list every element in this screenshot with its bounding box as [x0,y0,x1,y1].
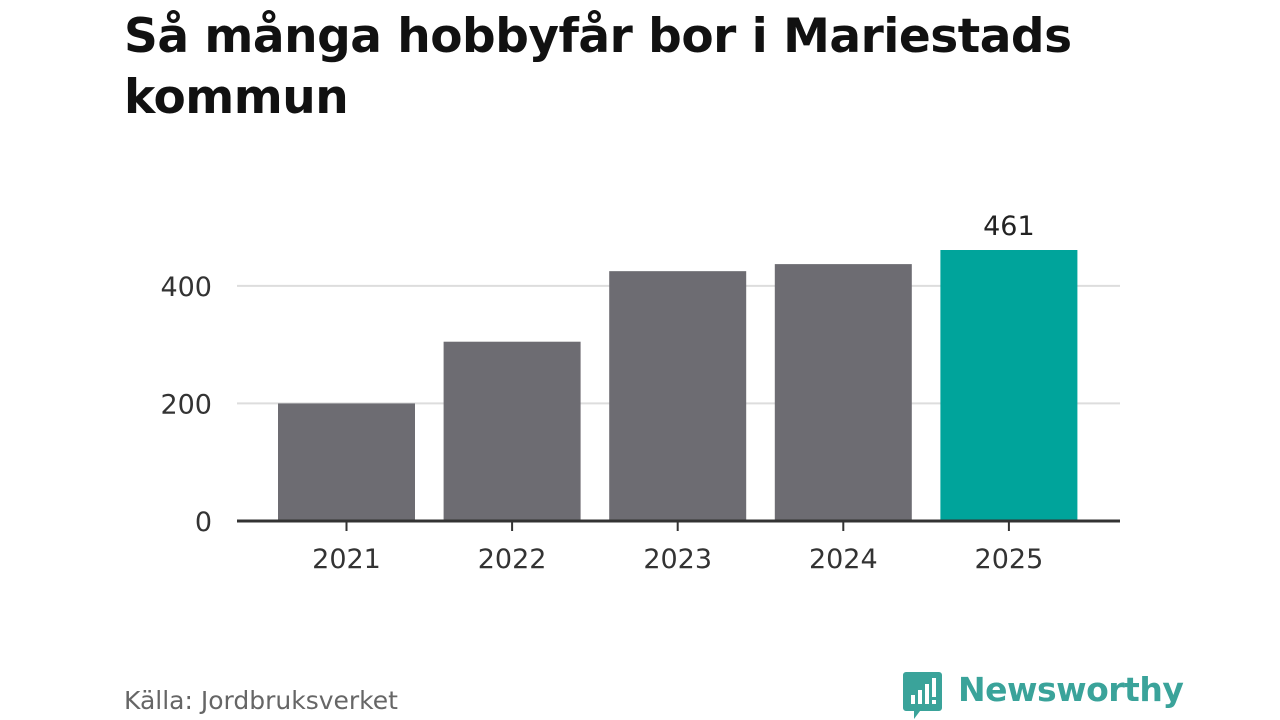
x-tick-label: 2021 [312,544,381,575]
labels: 0 200 400 2021 2022 2023 2024 2025 461 [160,211,1043,575]
bars [278,250,1078,521]
x-tick-label: 2024 [809,544,878,575]
y-tick-label: 400 [160,272,212,303]
bar-2022 [443,341,581,521]
bar-2024 [774,264,912,521]
bar-2021 [278,403,415,521]
x-tick-label: 2025 [975,544,1044,575]
y-tick-label: 0 [195,507,212,538]
bar-2023 [609,271,747,521]
source-note: Källa: Jordbruksverket [124,686,398,715]
bar-2025 [940,250,1078,521]
chart-title: Så många hobbyfår bor i Mariestads kommu… [124,9,1072,125]
chart-speech-bubble-icon [903,672,942,719]
data-label: 461 [983,211,1035,242]
axes [237,519,1120,531]
x-tick-label: 2022 [478,544,547,575]
y-tick-label: 200 [160,389,212,420]
brand-name: Newsworthy [958,670,1184,709]
newsworthy-logo: Newsworthy [902,670,1184,720]
x-tick-label: 2023 [643,544,712,575]
